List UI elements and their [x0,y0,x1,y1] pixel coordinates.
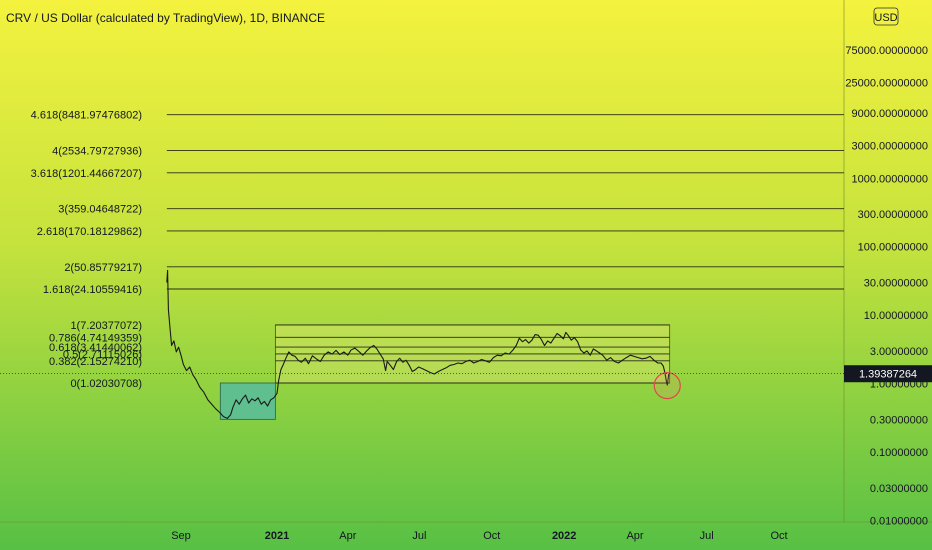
time-axis[interactable]: Sep 2021 Apr Jul Oct 2022 Apr Jul Oct [171,530,787,542]
time-tick-label: 2022 [552,530,576,542]
marker-group [653,372,681,400]
time-tick-label: Oct [483,530,500,542]
time-tick-label: Apr [626,530,643,542]
price-tick-label: 75000.00000000 [845,45,928,57]
time-tick-label: Jul [700,530,714,542]
fib-label: 3.618(1201.44667207) [31,168,142,180]
time-tick-label: Jul [412,530,426,542]
chart-title: CRV / US Dollar (calculated by TradingVi… [6,11,325,25]
fib-label: 0.786(4.74149359) [49,332,142,344]
price-series [166,269,670,419]
last-price-box [844,365,932,383]
fib-label: 2(50.85779217) [64,262,142,274]
price-line [166,269,670,419]
price-tick-label: 300.00000000 [858,209,928,221]
price-tick-label: 1000.00000000 [852,173,928,185]
time-tick-label: Oct [770,530,787,542]
time-tick-label: Apr [339,530,356,542]
price-axis[interactable]: 75000.00000000 25000.00000000 9000.0000000… [845,45,928,528]
last-price-tag: 1.39387264 [0,365,932,383]
fib-label: 0(1.02030708) [70,378,142,390]
fib-label: 4(2534.79727936) [52,146,142,158]
fib-label: 3(359.04648722) [58,204,142,216]
price-tick-label: 100.00000000 [858,242,928,254]
price-tick-label: 9000.00000000 [852,108,928,120]
price-tick-label: 10.00000000 [864,310,928,322]
time-tick-label: 2021 [265,530,289,542]
time-tick-label: Sep [171,530,191,542]
price-tick-label: 0.01000000 [870,516,928,528]
fib-label: 0.5(2.71115026) [63,349,142,361]
fib-label: 1(7.20377072) [70,320,142,332]
fib-levels: 4.618(8481.97476802) 4(2534.79727936) 3.61… [31,110,844,390]
fib-label: 1.618(24.10559416) [43,284,142,296]
drawdown-circle-marker [653,372,681,400]
price-tick-label: 0.03000000 [870,483,928,495]
fib-label: 0.618(3.41440062) [49,342,142,354]
currency-label: USD [874,12,897,24]
currency-badge[interactable]: USD [873,7,899,26]
price-tick-label: 0.30000000 [870,414,928,426]
price-tick-label: 0.10000000 [870,447,928,459]
price-tick-label: 30.00000000 [864,277,928,289]
price-tick-label: 3.00000000 [870,346,928,358]
price-tick-label: 3000.00000000 [852,141,928,153]
currency-badge-frame [873,7,899,26]
last-price-value: 1.39387264 [859,369,917,381]
price-tick-label: 25000.00000000 [845,78,928,90]
fib-label: 4.618(8481.97476802) [31,110,142,122]
fib-label: 0.382(2.15274210) [49,356,142,368]
fib-label: 2.618(170.18129862) [37,226,142,238]
